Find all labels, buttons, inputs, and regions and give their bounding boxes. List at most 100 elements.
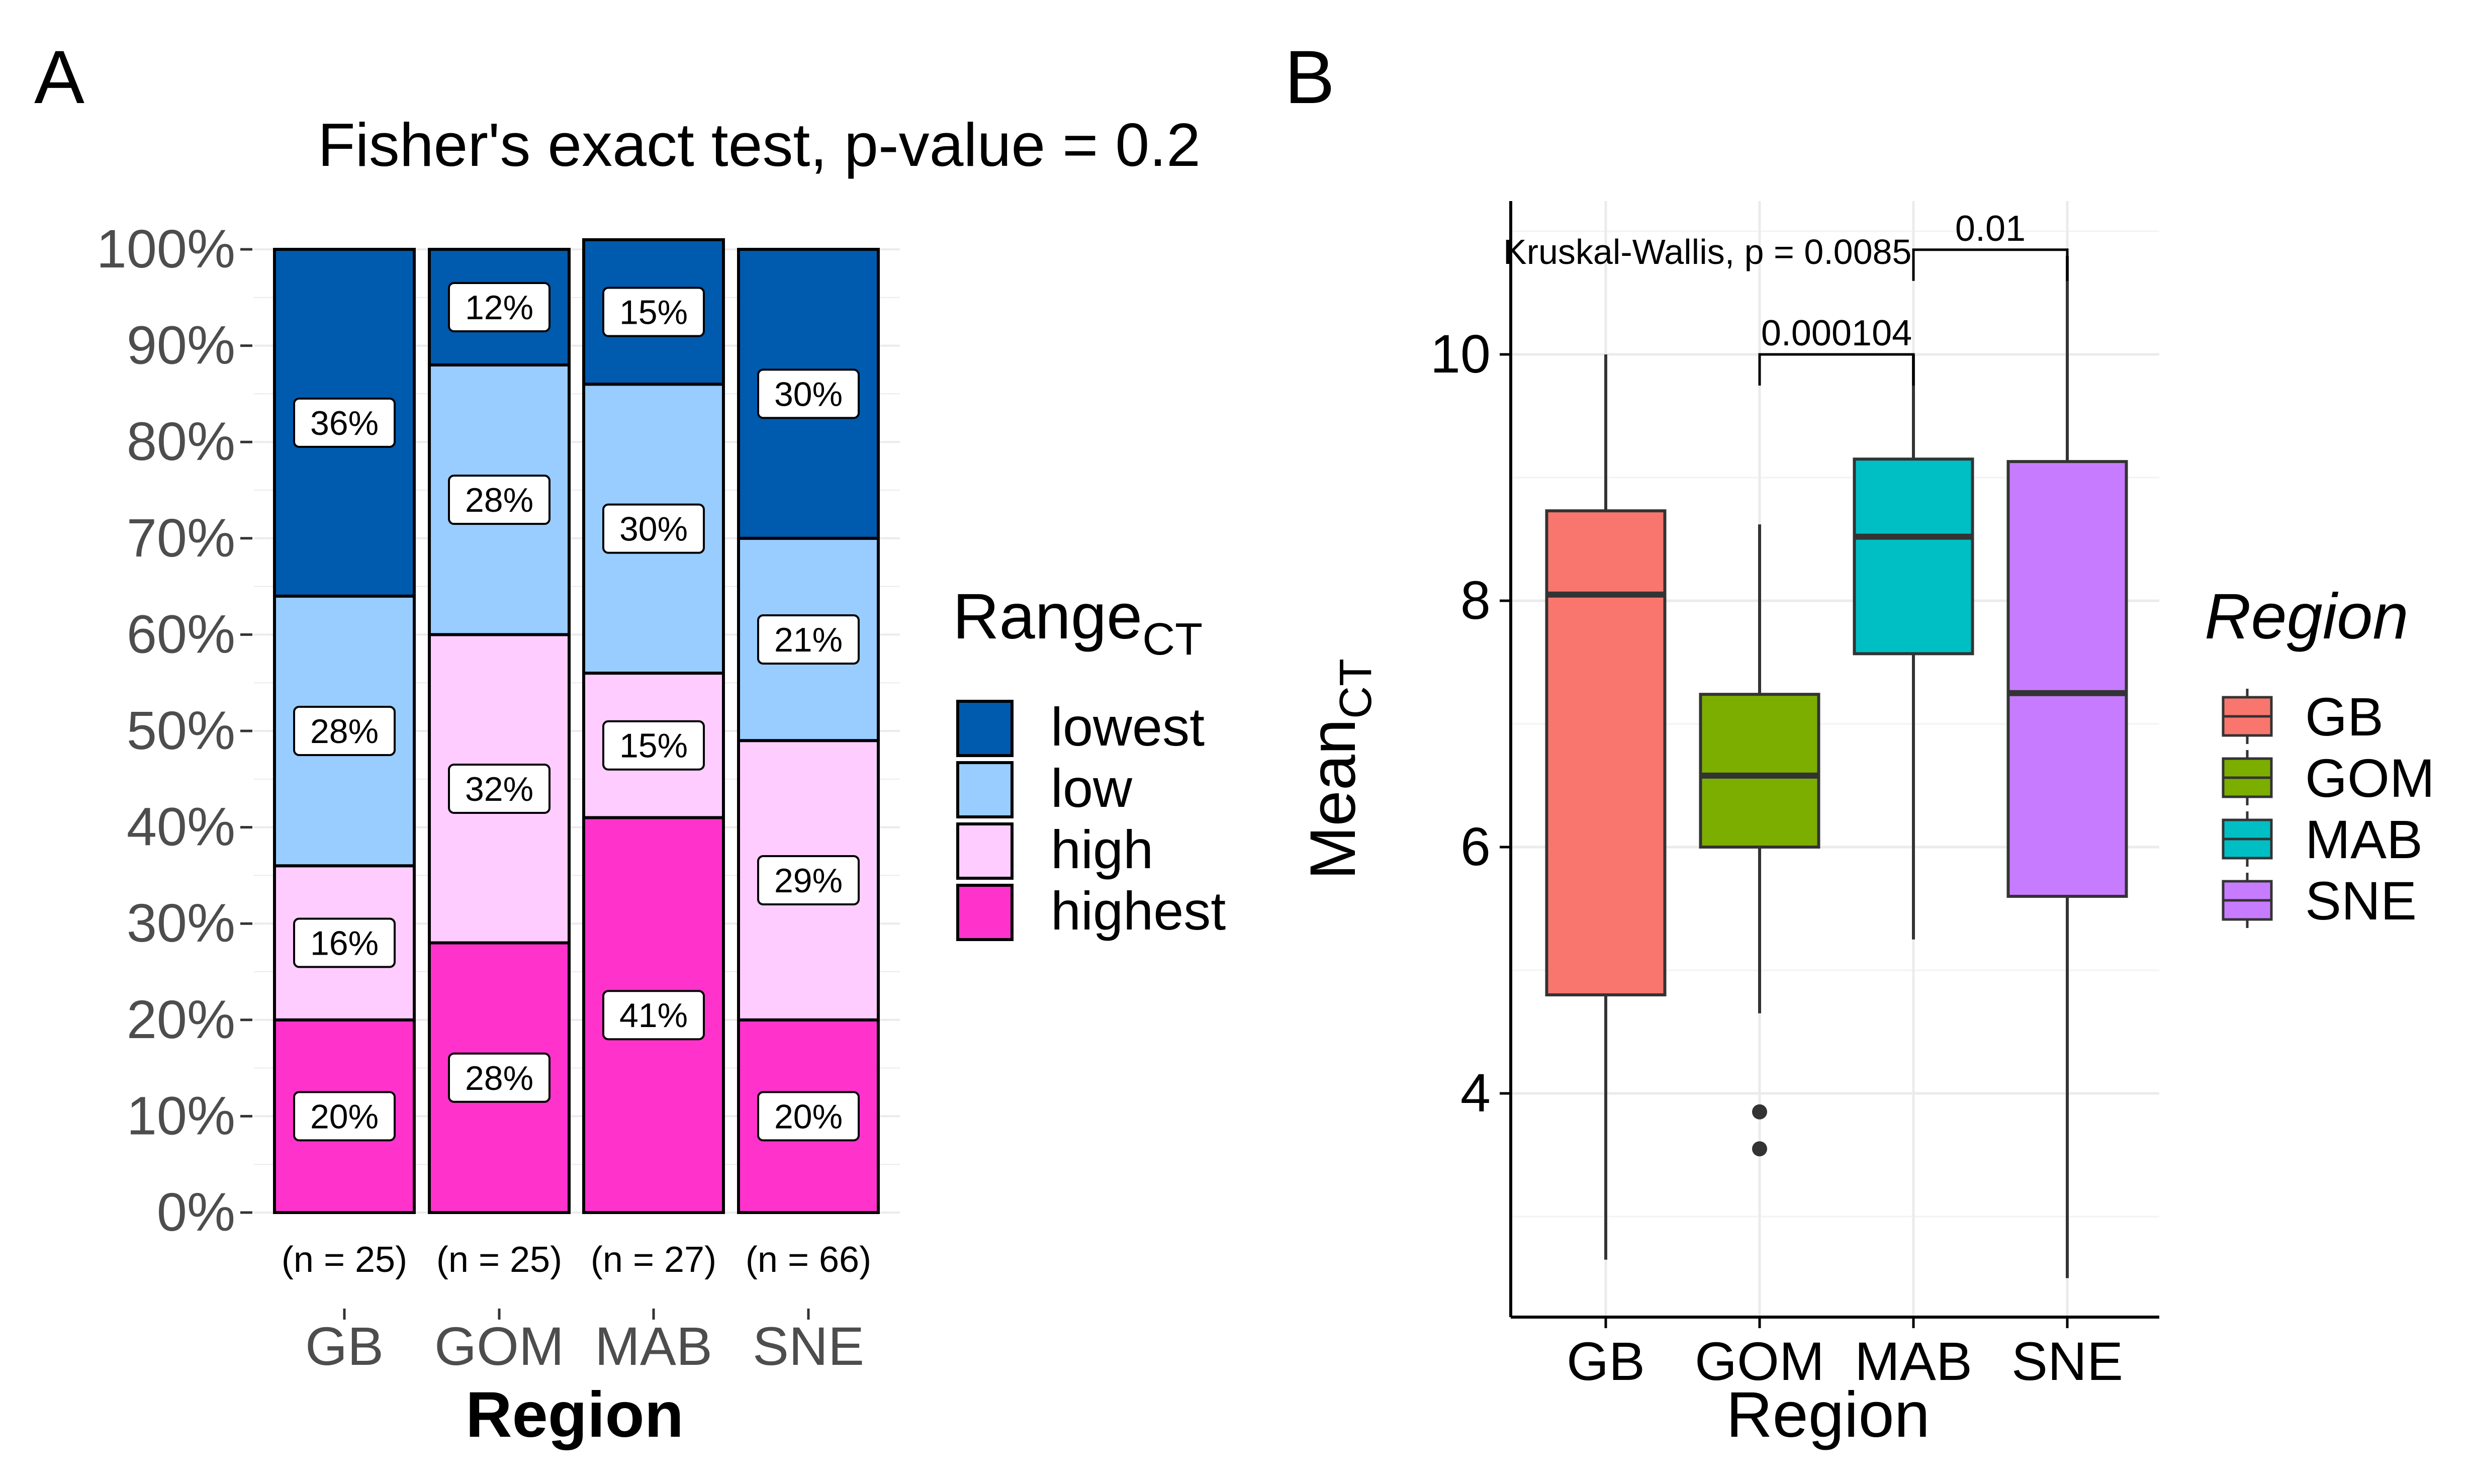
data-label-box (293, 1091, 396, 1142)
legend-label: GB (2305, 686, 2384, 747)
data-label-box (448, 1052, 551, 1103)
y-tick-label: 10% (127, 1085, 235, 1146)
legend-label: MAB (2305, 809, 2423, 870)
panel-b-legend-title: Region (2205, 581, 2409, 653)
n-label: (n = 27) (591, 1240, 716, 1280)
legend-key (956, 761, 1014, 818)
y-tick-label: 10 (1430, 323, 1491, 384)
panel-b-y-axis-title: MeanCT (1297, 659, 1381, 880)
data-label-box (602, 503, 705, 554)
panel-b-boxes (1545, 256, 2128, 1278)
data-label: 30% (774, 375, 843, 413)
y-tick-label: 20% (127, 989, 235, 1050)
data-label: 36% (310, 404, 379, 442)
y-tick-label: 6 (1460, 816, 1491, 877)
legend-label: high (1051, 819, 1153, 880)
y-title-subscript: CT (1331, 659, 1381, 719)
data-label: 41% (619, 996, 688, 1035)
y-tick-label: 70% (127, 507, 235, 568)
box (1699, 693, 1820, 849)
box (2006, 460, 2128, 898)
legend-key (956, 884, 1014, 941)
box (1545, 509, 1667, 996)
panel-a-x-axis: (n = 25) GB (n = 25) GOM (n = 27) MAB (n = 66)… (282, 1240, 871, 1376)
x-tick-label: MAB (595, 1316, 712, 1376)
data-label-box (448, 763, 551, 814)
data-label: 32% (465, 770, 533, 808)
y-tick-label: 90% (127, 315, 235, 376)
legend-label: SNE (2305, 870, 2417, 931)
data-label-box (448, 282, 551, 332)
x-tick-label: SNE (753, 1316, 864, 1376)
panel-a: A Fisher's exact test, p-value = 0.2 0% 1… (34, 35, 1226, 1451)
n-label: (n = 25) (436, 1240, 562, 1280)
panel-b-test-annotation: Kruskal-Wallis, p = 0.0085 (1503, 232, 1912, 271)
data-label: 15% (619, 727, 688, 765)
data-label-box (757, 855, 860, 905)
significance-bracket (1912, 248, 2069, 281)
x-tick-label: GB (1567, 1331, 1645, 1392)
panel-b-axes: 4 6 8 10 GB GOM MAB SNE (1430, 201, 2159, 1392)
legend-label: highest (1051, 880, 1226, 941)
panel-a-data-labels: 20% 16% 28% 36% 28% 32% 28% 12% 41% 15% 30% 15% 20% 2… (293, 282, 860, 1142)
y-tick-label: 0% (157, 1181, 235, 1242)
data-label-box (757, 368, 860, 419)
data-label: 28% (310, 712, 379, 751)
data-label-box (757, 1091, 860, 1142)
panel-b-x-axis-title: Region (1726, 1379, 1930, 1451)
box (1853, 457, 1974, 656)
panel-b-letter: B (1285, 35, 1335, 119)
x-tick-label: MAB (1855, 1331, 1972, 1392)
data-label: 20% (774, 1097, 843, 1136)
legend-key (956, 700, 1014, 757)
legend-title-subscript: CT (1142, 614, 1203, 665)
legend-label: GOM (2305, 748, 2435, 808)
data-label-box (757, 614, 860, 665)
outlier-point (1752, 1104, 1767, 1120)
panel-a-title: Fisher's exact test, p-value = 0.2 (318, 111, 1201, 179)
legend-key (956, 822, 1014, 880)
n-label: (n = 25) (282, 1240, 407, 1280)
y-tick-label: 30% (127, 892, 235, 953)
y-tick-label: 50% (127, 700, 235, 761)
n-label: (n = 66) (746, 1240, 871, 1280)
significance-label: 0.01 (1955, 209, 2026, 249)
data-label-box (602, 720, 705, 771)
data-label-box (293, 917, 396, 968)
data-label-box (602, 990, 705, 1041)
y-tick-label: 80% (127, 411, 235, 472)
panel-b-significance-brackets: 0.000104 0.01 (1758, 209, 2069, 386)
data-label-box (293, 397, 396, 448)
data-label: 21% (774, 621, 843, 659)
panel-a-letter: A (34, 35, 84, 119)
y-tick-label: 40% (127, 796, 235, 857)
panel-a-legend-title: RangeCT (953, 581, 1203, 665)
data-label: 15% (619, 294, 688, 332)
y-tick-label: 4 (1460, 1062, 1491, 1123)
data-label-box (448, 475, 551, 525)
y-title-main: Mean (1297, 719, 1369, 880)
outlier-point (1752, 1141, 1767, 1157)
y-tick-label: 60% (127, 603, 235, 664)
data-label: 20% (310, 1097, 379, 1136)
data-label: 30% (619, 510, 688, 548)
x-tick-label: GOM (1695, 1331, 1824, 1392)
x-tick-label: GOM (434, 1316, 564, 1376)
data-label-box (602, 287, 705, 337)
panel-a-y-axis: 0% 10% 20% 30% 40% 50% 60% 70% 80% 90% 100% (97, 218, 252, 1242)
y-tick-label: 100% (97, 218, 235, 279)
data-label: 12% (465, 289, 533, 327)
legend-label: low (1051, 758, 1133, 818)
x-tick-label: SNE (2011, 1331, 2123, 1392)
significance-bracket (1758, 353, 1915, 386)
data-label: 16% (310, 924, 379, 963)
y-tick-label: 8 (1460, 570, 1491, 630)
legend-label: lowest (1051, 696, 1205, 757)
data-label: 28% (465, 481, 533, 519)
legend-title-main: Range (953, 581, 1142, 653)
